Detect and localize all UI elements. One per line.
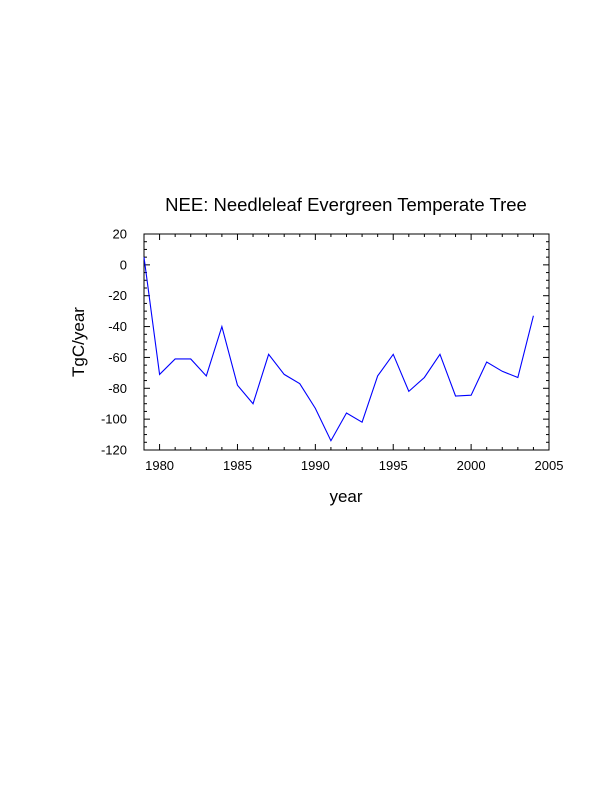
tick-labels: 1980 1985 1990 1995 2000 2005 20 0 -20 -40 -60 -80 -… [101,227,563,474]
y-tick-label: 20 [113,227,127,242]
data-points [143,256,534,442]
x-tick-label: 1995 [379,458,408,473]
x-axis-label: year [329,487,362,506]
x-tick-label: 2005 [535,458,564,473]
x-tick-label: 1990 [301,458,330,473]
series-line-nee [143,257,534,442]
x-tick-label: 2000 [457,458,486,473]
y-tick-label: -80 [108,381,127,396]
y-axis-label: TgC/year [69,307,88,377]
x-tick-label: 1985 [223,458,252,473]
plot-frame [143,233,550,451]
y-tick-label: 0 [120,257,127,272]
y-tick-label: -60 [108,350,127,365]
y-tick-label: -40 [108,319,127,334]
y-tick-label: -120 [101,443,127,458]
chart-title: NEE: Needleleaf Evergreen Temperate Tree [165,194,527,215]
y-tick-label: -100 [101,412,127,427]
tick-marks [143,233,550,451]
y-tick-label: -20 [108,288,127,303]
x-tick-label: 1980 [145,458,174,473]
